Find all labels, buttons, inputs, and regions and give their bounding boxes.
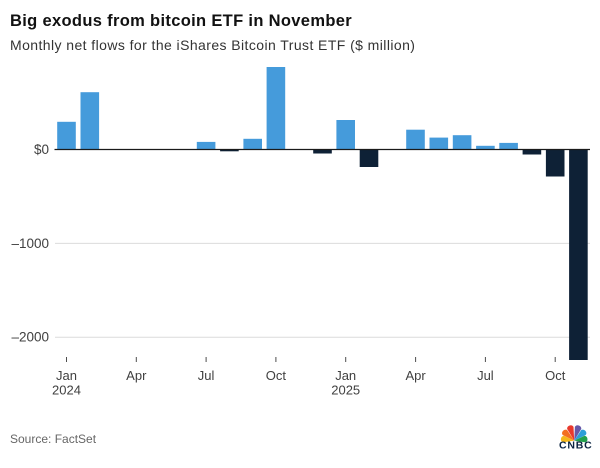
svg-text:–1000: –1000 <box>11 236 49 251</box>
svg-text:Oct: Oct <box>266 368 287 383</box>
svg-text:Oct: Oct <box>545 368 566 383</box>
svg-text:–2000: –2000 <box>11 330 49 345</box>
svg-text:$0: $0 <box>34 142 49 157</box>
svg-text:2024: 2024 <box>52 383 81 398</box>
svg-text:Jul: Jul <box>477 368 494 383</box>
svg-text:Jan: Jan <box>335 368 356 383</box>
svg-text:Big exodus from bitcoin ETF in: Big exodus from bitcoin ETF in November <box>10 12 352 30</box>
svg-text:Apr: Apr <box>405 368 426 383</box>
svg-text:Source: FactSet: Source: FactSet <box>10 432 97 446</box>
svg-text:Monthly net flows for the iSha: Monthly net flows for the iShares Bitcoi… <box>10 37 415 53</box>
svg-text:CNBC: CNBC <box>559 440 593 452</box>
svg-text:Jul: Jul <box>198 368 215 383</box>
svg-text:2025: 2025 <box>331 383 360 398</box>
svg-text:Apr: Apr <box>126 368 147 383</box>
svg-text:Jan: Jan <box>56 368 77 383</box>
